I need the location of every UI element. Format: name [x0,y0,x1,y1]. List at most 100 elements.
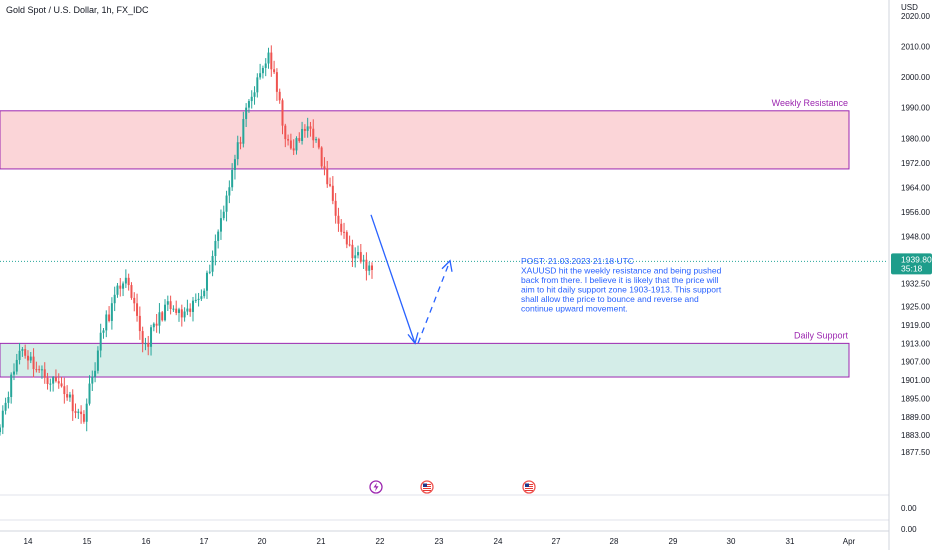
candle-body [102,330,105,333]
note-line: aim to hit daily support zone 1903-1913.… [521,285,722,295]
candle-body [88,383,91,404]
candle-body [49,383,52,385]
lightning-icon[interactable] [369,480,383,494]
y-tick-label: 1932.50 [901,280,930,289]
candle-body [7,397,10,403]
y-tick-label: 1919.00 [901,321,930,330]
candle-body [211,256,214,272]
candle-body [71,394,74,412]
candle-body [205,272,208,291]
candle-body [155,323,158,326]
candle-body [166,301,169,305]
candle-body [60,383,63,387]
candle-body [197,298,200,300]
candle-body [219,218,222,232]
candle-body [267,52,270,64]
y-tick-label: 1980.00 [901,134,930,143]
drop-arrow[interactable] [370,214,416,344]
us-flag-icon[interactable] [420,480,434,494]
candle-body [194,299,197,301]
candle-body [108,314,111,321]
candle-body [292,148,295,151]
x-tick-label: 30 [727,537,736,546]
bounce-arrow[interactable] [417,260,451,344]
candle-body [340,223,343,232]
candle-body [175,308,178,313]
y-tick-label: 1901.00 [901,376,930,385]
candle-body [359,252,362,262]
candle-body [222,211,225,219]
analysis-note[interactable]: POST: 21.03.2023 21:18 UTC XAUUSD hit th… [521,256,724,314]
candle-body [315,139,318,141]
candle-body [306,126,309,131]
current-price-tag: 1939.80 35:18 [891,253,932,275]
candle-body [130,285,133,298]
y-tick-label: 2010.00 [901,43,930,52]
candle-body [21,349,24,351]
candle-body [40,369,43,371]
candle-body [253,92,256,97]
x-axis[interactable]: 14 15 16 17 20 21 22 23 24 27 28 29 30 31 Apr [24,537,856,546]
candle-body [337,215,340,224]
sub-tick-label: 0.00 [901,504,917,513]
candle-body [270,52,273,70]
candle-body [362,259,365,262]
y-axis[interactable]: 2020.00 2010.00 2000.00 1990.00 1980.00 1972.… [901,12,930,457]
candle-body [236,142,239,160]
candle-body [284,125,287,140]
y-tick-label: 1925.00 [901,303,930,312]
note-line: back from there. I believe it is likely … [521,275,719,285]
sub-axis: 0.00 0.00 [901,504,917,534]
candle-body [273,69,276,73]
candle-body [158,312,161,326]
candle-body [242,119,245,144]
currency-label: USD [901,3,918,12]
candle-body [113,294,116,304]
y-tick-label: 1948.00 [901,232,930,241]
candle-body [329,184,332,186]
candle-body [245,107,248,120]
x-tick-label: 24 [494,537,503,546]
candle-body [357,252,360,256]
projection-arrows[interactable] [370,214,453,345]
x-tick-label: 15 [83,537,92,546]
candle-body [18,350,21,360]
x-tick-label: 17 [200,537,209,546]
candle-body [38,369,41,371]
x-tick-label: Apr [843,537,856,546]
candle-body [29,356,32,361]
candle-body [239,142,242,144]
candle-body [24,349,27,356]
candle-body [91,376,94,384]
candle-body [82,414,85,422]
candle-body [12,371,15,375]
candle-body [317,139,320,148]
candle-body [278,91,281,101]
candle-body [225,195,228,212]
candle-body [295,138,298,151]
candle-body [289,140,292,149]
bar-countdown: 35:18 [901,263,923,273]
weekly-resistance-zone[interactable] [0,110,850,170]
us-flag-icon[interactable] [522,480,536,494]
daily-support-zone[interactable] [0,342,850,378]
candle-body [331,185,334,201]
note-line: shall allow the price to bounce and reve… [521,294,699,304]
candle-body [180,309,183,318]
sub-tick-label: 0.00 [901,525,917,534]
candle-body [124,277,127,284]
chart-title: Gold Spot / U.S. Dollar, 1h, FX_IDC [6,5,149,15]
candle-body [161,312,164,321]
y-tick-label: 1907.00 [901,358,930,367]
candle-body [368,265,371,271]
weekly-resistance-label: Weekly Resistance [772,98,848,108]
candle-body [1,410,4,428]
candle-body [250,96,253,102]
daily-support-label: Daily Support [794,330,849,340]
candle-body [334,200,337,216]
candle-body [371,265,373,270]
candle-body [26,355,29,361]
candle-body [281,100,284,126]
bounce-arrow-head [441,259,453,272]
